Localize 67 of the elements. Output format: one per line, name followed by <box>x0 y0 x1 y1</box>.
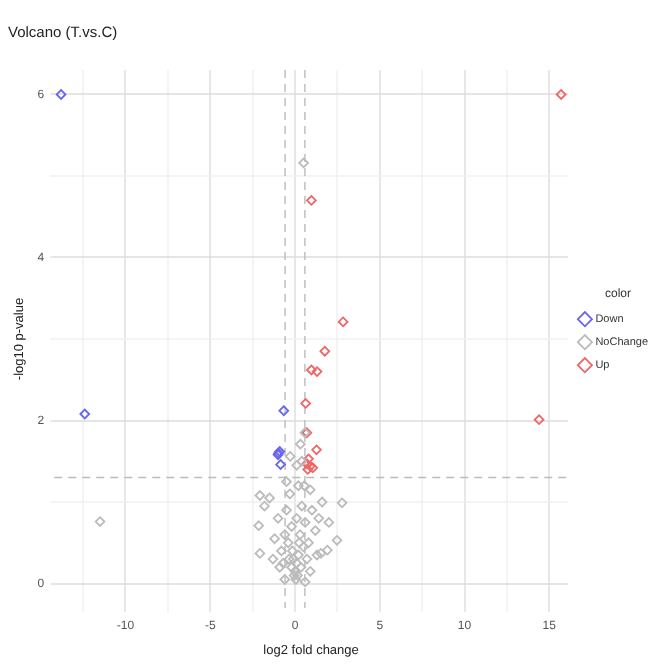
point <box>291 513 302 524</box>
point <box>259 500 270 512</box>
point <box>269 533 280 545</box>
point <box>282 537 294 549</box>
point <box>283 553 295 565</box>
point <box>311 444 322 456</box>
point <box>292 570 303 581</box>
point <box>303 537 314 549</box>
point <box>306 504 318 516</box>
point <box>304 566 316 577</box>
point <box>284 488 296 500</box>
point <box>254 548 266 559</box>
point <box>279 574 291 585</box>
point <box>286 521 297 532</box>
point <box>301 553 313 565</box>
point <box>319 345 331 357</box>
point <box>293 549 304 561</box>
point <box>555 89 567 100</box>
point <box>533 414 545 425</box>
point <box>267 553 279 565</box>
point <box>299 517 311 528</box>
point <box>281 476 292 487</box>
point <box>278 405 290 417</box>
point <box>277 557 289 569</box>
point <box>299 480 310 492</box>
point <box>299 576 311 588</box>
point <box>310 525 321 536</box>
point <box>253 520 265 531</box>
point <box>296 455 308 467</box>
point <box>302 464 313 475</box>
point <box>293 537 305 549</box>
point <box>279 529 291 540</box>
point <box>304 484 316 496</box>
point <box>295 438 306 450</box>
point <box>306 195 317 206</box>
point <box>291 460 302 471</box>
point <box>55 89 67 100</box>
point <box>316 496 328 508</box>
point <box>276 545 287 557</box>
point <box>272 513 284 524</box>
point <box>331 535 343 546</box>
point <box>79 408 91 420</box>
point <box>274 561 286 573</box>
point <box>296 500 308 512</box>
point <box>264 492 275 504</box>
point <box>94 516 106 527</box>
point <box>323 517 335 528</box>
point <box>254 490 266 501</box>
point <box>284 451 296 462</box>
point <box>336 497 348 509</box>
point <box>298 157 309 169</box>
point <box>300 398 311 409</box>
point <box>306 364 317 376</box>
point <box>290 574 302 585</box>
point <box>275 459 286 470</box>
point <box>313 513 325 524</box>
point <box>303 453 314 465</box>
point <box>311 549 323 561</box>
point <box>322 544 333 556</box>
point <box>293 480 304 492</box>
point <box>295 561 307 573</box>
point <box>287 545 298 557</box>
point <box>281 504 292 516</box>
point <box>315 548 327 559</box>
point <box>337 316 349 328</box>
point <box>294 529 306 540</box>
point <box>311 366 323 377</box>
